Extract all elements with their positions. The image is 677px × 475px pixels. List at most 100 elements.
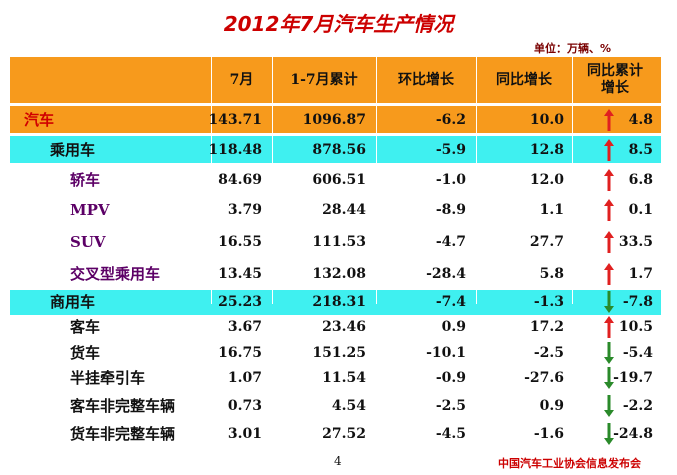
row-label: 轿车 — [70, 171, 101, 189]
row-label: 商用车 — [50, 293, 96, 311]
table-cell: 1.7 — [628, 266, 653, 282]
table-cell: -5.4 — [622, 345, 653, 361]
table-cell: 218.31 — [312, 294, 366, 310]
up-arrow-icon — [604, 263, 614, 285]
table-cell: 28.44 — [322, 202, 366, 218]
table-cell: -8.9 — [435, 202, 466, 218]
table-cell: -7.8 — [622, 294, 653, 310]
table-cell: -4.5 — [435, 426, 466, 442]
table-cell: 4.8 — [628, 112, 653, 128]
table-cell: 4.54 — [331, 398, 366, 414]
row-label: 汽车 — [24, 111, 55, 129]
row-label: 半挂牵引车 — [70, 369, 146, 387]
column-divider — [272, 57, 273, 304]
down-arrow-icon — [604, 367, 614, 389]
header-yoy-ytd: 同比累计增长 — [587, 63, 643, 96]
row-label: 客车非完整车辆 — [70, 397, 176, 415]
table-cell: 10.0 — [529, 112, 564, 128]
table-cell: 13.45 — [218, 266, 262, 282]
column-divider — [211, 57, 212, 304]
table-cell: 25.23 — [218, 294, 262, 310]
table-cell: 143.71 — [208, 112, 262, 128]
table-cell: 8.5 — [628, 142, 653, 158]
table-cell: 5.8 — [539, 266, 564, 282]
table-cell: 6.8 — [628, 172, 653, 188]
table-cell: 151.25 — [312, 345, 366, 361]
table-cell: 1.1 — [539, 202, 564, 218]
table-cell: -0.9 — [435, 370, 466, 386]
up-arrow-icon — [604, 139, 614, 161]
header-mom: 环比增长 — [398, 71, 454, 88]
column-divider — [476, 57, 477, 304]
up-arrow-icon — [604, 231, 614, 253]
table-cell: 1096.87 — [302, 112, 366, 128]
table-cell: -7.4 — [435, 294, 466, 310]
table-cell: -19.7 — [613, 370, 653, 386]
row-band-commercial — [10, 290, 661, 315]
table-header-band — [10, 57, 661, 103]
row-band-passenger — [10, 136, 661, 163]
down-arrow-icon — [604, 395, 614, 417]
table-cell: -28.4 — [426, 266, 466, 282]
table-cell: 27.7 — [529, 234, 564, 250]
table-cell: 606.51 — [312, 172, 366, 188]
row-band-total — [10, 106, 661, 133]
table-cell: -10.1 — [426, 345, 466, 361]
header-month: 7月 — [229, 71, 254, 88]
table-cell: 118.48 — [208, 142, 262, 158]
table-cell: 111.53 — [312, 234, 366, 250]
row-label: MPV — [70, 201, 110, 219]
table-cell: -27.6 — [524, 370, 564, 386]
row-label: 货车 — [70, 344, 101, 362]
up-arrow-icon — [604, 316, 614, 338]
column-divider — [376, 57, 377, 304]
table-cell: 3.01 — [227, 426, 262, 442]
table-cell: -1.0 — [435, 172, 466, 188]
table-cell: 12.0 — [529, 172, 564, 188]
table-cell: 3.67 — [227, 319, 262, 335]
table-cell: 10.5 — [618, 319, 653, 335]
page-title: 2012年7月汽车生产情况 — [223, 12, 454, 36]
row-label: SUV — [70, 233, 106, 251]
row-label: 客车 — [70, 318, 101, 336]
table-cell: 33.5 — [618, 234, 653, 250]
table-cell: -4.7 — [435, 234, 466, 250]
table-cell: 0.9 — [539, 398, 564, 414]
table-cell: 16.55 — [218, 234, 262, 250]
table-cell: 16.75 — [218, 345, 262, 361]
table-cell: 3.79 — [227, 202, 262, 218]
table-cell: 0.9 — [441, 319, 466, 335]
row-label: 乘用车 — [50, 141, 96, 159]
table-cell: 11.54 — [322, 370, 366, 386]
table-cell: 0.1 — [628, 202, 653, 218]
header-ytd: 1-7月累计 — [290, 71, 358, 88]
down-arrow-icon — [604, 423, 614, 445]
down-arrow-icon — [604, 291, 614, 313]
table-cell: 17.2 — [529, 319, 564, 335]
column-divider — [572, 57, 573, 304]
up-arrow-icon — [604, 169, 614, 191]
footer-organization: 中国汽车工业协会信息发布会 — [498, 457, 641, 470]
table-cell: -2.5 — [533, 345, 564, 361]
unit-label: 单位：万辆、% — [533, 42, 611, 55]
row-label: 交叉型乘用车 — [70, 265, 161, 283]
table-cell: -1.3 — [533, 294, 564, 310]
table-cell: 23.46 — [322, 319, 366, 335]
down-arrow-icon — [604, 342, 614, 364]
table-cell: 27.52 — [322, 426, 366, 442]
row-label: 货车非完整车辆 — [70, 425, 176, 443]
table-cell: 1.07 — [227, 370, 262, 386]
table-cell: -2.5 — [435, 398, 466, 414]
table-cell: 132.08 — [312, 266, 366, 282]
table-cell: -2.2 — [622, 398, 653, 414]
table-cell: 84.69 — [218, 172, 262, 188]
header-yoy: 同比增长 — [496, 71, 552, 88]
table-cell: 12.8 — [529, 142, 564, 158]
table-cell: -24.8 — [613, 426, 653, 442]
up-arrow-icon — [604, 199, 614, 221]
table-cell: 878.56 — [312, 142, 366, 158]
page-number: 4 — [334, 454, 342, 468]
table-cell: -5.9 — [435, 142, 466, 158]
up-arrow-icon — [604, 109, 614, 131]
table-cell: -1.6 — [533, 426, 564, 442]
